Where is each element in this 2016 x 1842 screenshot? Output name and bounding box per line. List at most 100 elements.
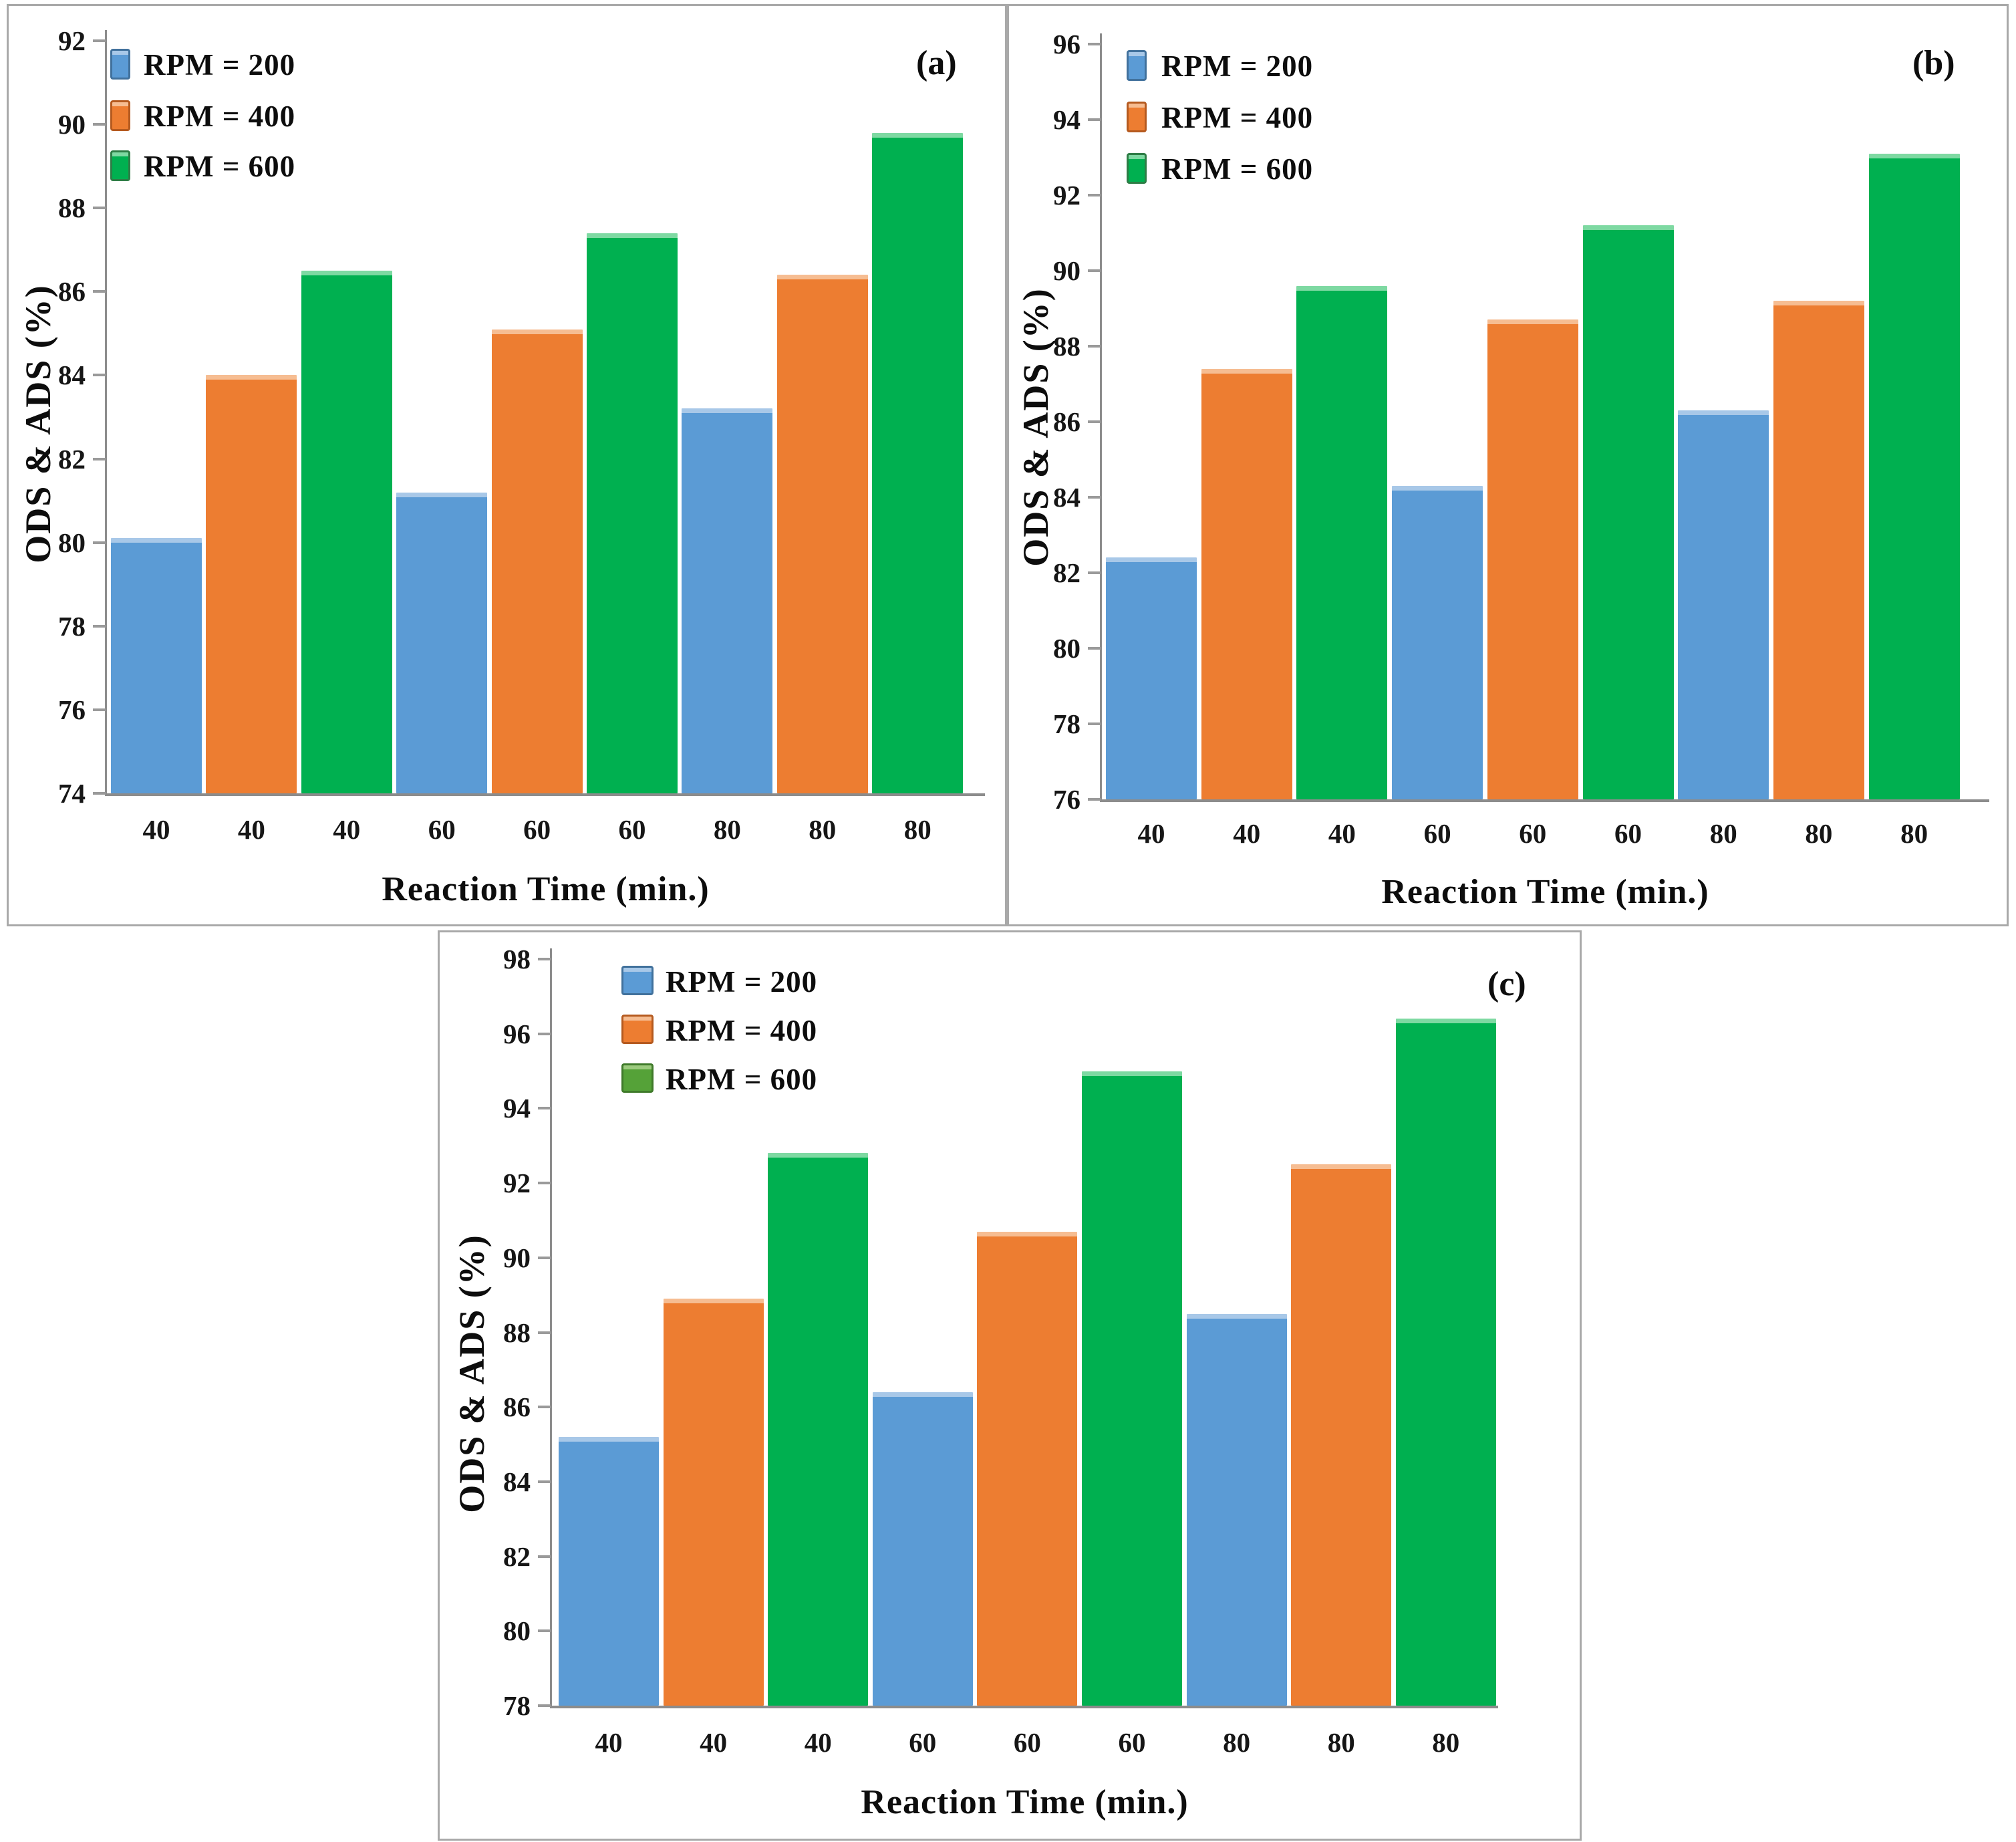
legend-label: RPM = 600: [666, 1063, 818, 1096]
y-tick-label: 90: [58, 109, 86, 140]
x-tick-label: 80: [1432, 1727, 1460, 1758]
x-tick-label: 40: [804, 1727, 832, 1758]
y-axis-title: ODS & ADS (%): [18, 284, 58, 563]
bar-rpm400-40min: [663, 1299, 764, 1706]
x-tick-label: 80: [1327, 1727, 1355, 1758]
y-tick-mark: [538, 1032, 551, 1035]
bar-rpm400-40min: [206, 375, 297, 793]
x-axis-title: Reaction Time (min.): [861, 1783, 1189, 1821]
x-axis-line: [105, 793, 985, 796]
bar-rpm200-60min: [1392, 486, 1483, 799]
legend-label: RPM = 400: [666, 1014, 818, 1047]
y-tick-mark: [1088, 420, 1101, 423]
bar-rpm600-40min: [768, 1153, 869, 1706]
legend-swatch-rpm400: [1127, 102, 1147, 132]
y-tick-label: 86: [1053, 406, 1081, 437]
legend-label: RPM = 600: [1161, 152, 1314, 186]
y-tick-mark: [538, 1406, 551, 1409]
x-tick-label: 40: [237, 814, 265, 845]
y-tick-mark: [93, 457, 106, 460]
legend-label: RPM = 600: [144, 150, 296, 183]
x-tick-label: 80: [1223, 1727, 1251, 1758]
x-axis-title: Reaction Time (min.): [382, 870, 710, 908]
bar-rpm600-80min: [1395, 1019, 1496, 1706]
y-tick-label: 88: [503, 1317, 531, 1348]
legend-item: RPM = 200: [1009, 47, 1423, 85]
x-axis-line: [550, 1706, 1498, 1708]
bar-rpm400-40min: [1201, 368, 1292, 799]
legend-label: RPM = 400: [1161, 101, 1314, 134]
y-tick-mark: [1088, 118, 1101, 121]
y-tick-mark: [538, 958, 551, 960]
bar-rpm200-80min: [1186, 1313, 1287, 1706]
y-tick-mark: [538, 1256, 551, 1259]
legend-swatch-rpm400: [110, 100, 130, 131]
bar-rpm600-60min: [1082, 1071, 1182, 1706]
legend-item: RPM = 600: [440, 1061, 854, 1098]
y-tick-mark: [538, 1704, 551, 1707]
bar-rpm200-40min: [559, 1436, 659, 1706]
y-tick-label: 80: [1053, 633, 1081, 664]
y-tick-mark: [93, 123, 106, 126]
x-tick-label: 40: [333, 814, 361, 845]
y-tick-label: 82: [503, 1541, 531, 1572]
x-tick-label: 40: [1233, 818, 1261, 849]
y-tick-mark: [1088, 345, 1101, 348]
y-axis-title: ODS & ADS (%): [452, 1234, 492, 1513]
bar-rpm400-80min: [1291, 1164, 1392, 1706]
y-tick-label: 96: [503, 1018, 531, 1049]
bar-rpm600-40min: [1296, 285, 1388, 799]
legend-label: RPM = 200: [666, 965, 818, 999]
y-tick-label: 88: [1053, 331, 1081, 362]
panel-letter-c: (c): [1487, 965, 1526, 1003]
y-tick-label: 92: [503, 1168, 531, 1199]
bar-rpm200-40min: [111, 538, 202, 793]
chart-panel-a: 92 90 88 86 84 82 80 78 76 74 40 40 40 60 60 60 80 80 80 Re…: [7, 4, 1007, 926]
y-tick-label: 74: [58, 778, 86, 809]
y-tick-mark: [1088, 647, 1101, 650]
y-tick-mark: [538, 1555, 551, 1558]
legend-swatch-rpm200: [621, 966, 654, 995]
legend-label: RPM = 400: [144, 100, 296, 133]
y-tick-mark: [538, 1480, 551, 1483]
y-tick-mark: [93, 207, 106, 210]
panel-letter-b: (b): [1912, 44, 1955, 82]
x-tick-label: 80: [1900, 818, 1928, 849]
bar-rpm400-80min: [776, 275, 868, 793]
y-tick-label: 90: [503, 1242, 531, 1273]
y-tick-label: 88: [58, 192, 86, 224]
y-tick-mark: [1088, 798, 1101, 801]
y-tick-mark: [1088, 571, 1101, 574]
bar-rpm400-60min: [491, 329, 583, 793]
bar-rpm600-60min: [587, 233, 678, 793]
y-tick-label: 86: [58, 276, 86, 307]
y-tick-label: 84: [58, 360, 86, 391]
y-tick-label: 82: [58, 443, 86, 475]
x-tick-label: 40: [1328, 818, 1356, 849]
y-tick-label: 90: [1053, 255, 1081, 286]
bar-rpm400-80min: [1773, 301, 1864, 799]
bar-rpm200-40min: [1106, 557, 1197, 799]
x-tick-label: 60: [909, 1727, 937, 1758]
y-tick-mark: [1088, 43, 1101, 45]
y-axis-title: ODS & ADS (%): [1016, 287, 1056, 567]
y-tick-label: 78: [1053, 708, 1081, 739]
legend-item: RPM = 200: [440, 963, 854, 1001]
y-tick-label: 92: [1053, 180, 1081, 211]
legend-item: RPM = 600: [9, 148, 423, 185]
y-tick-mark: [93, 708, 106, 711]
x-tick-label: 60: [523, 814, 551, 845]
legend-label: RPM = 200: [144, 48, 296, 82]
x-tick-label: 40: [595, 1727, 623, 1758]
legend-swatch-rpm600: [621, 1063, 654, 1093]
legend-item: RPM = 400: [1009, 99, 1423, 136]
bar-rpm200-80min: [1678, 410, 1769, 799]
chart-panel-b: 96 94 92 90 88 86 84 82 80 78 76 40 40 40 60 60 60 80 80 80…: [1007, 4, 2009, 926]
y-tick-mark: [538, 1182, 551, 1185]
y-tick-label: 94: [1053, 104, 1081, 135]
y-tick-label: 84: [503, 1466, 531, 1497]
x-axis-title: Reaction Time (min.): [1381, 873, 1709, 911]
y-tick-mark: [93, 39, 106, 42]
x-tick-label: 60: [1423, 818, 1451, 849]
